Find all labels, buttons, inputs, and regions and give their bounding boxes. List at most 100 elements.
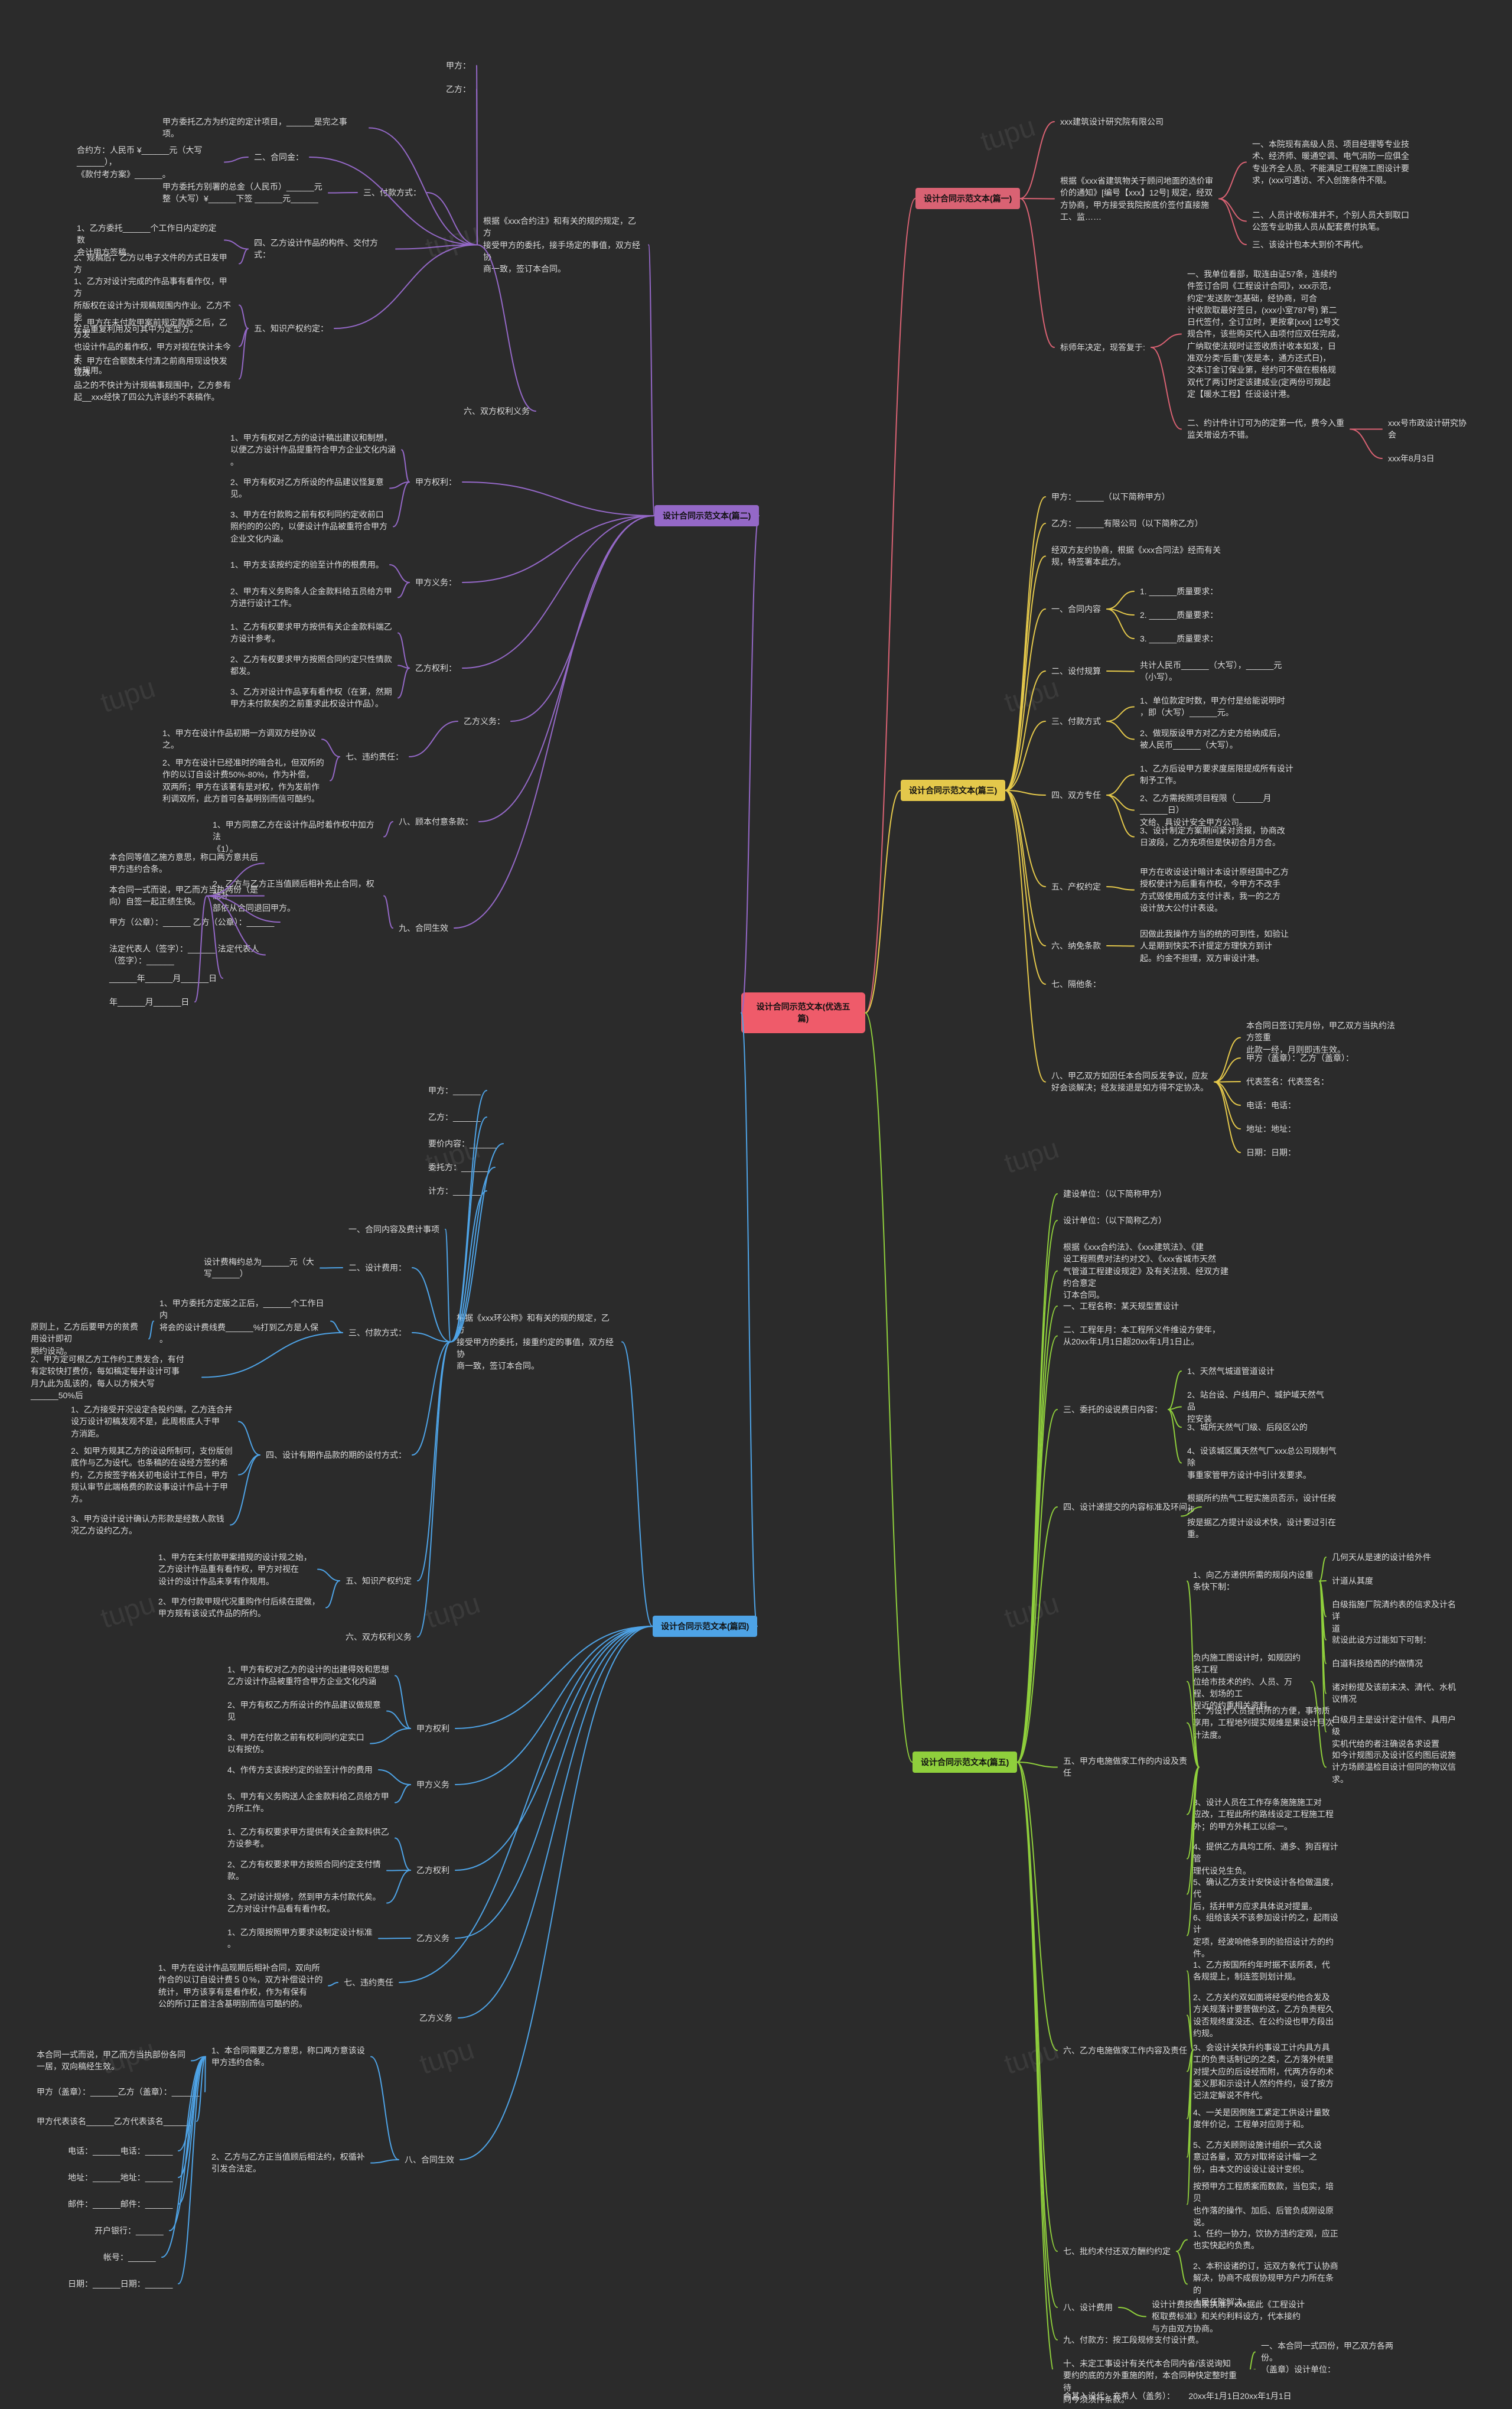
- s5-5-sub1-c: 白级指施厂院清约表的信求及计名详 道: [1326, 1595, 1462, 1638]
- s3-4-c: 3、设计制定方案期间紧对资报，协商改 日波段，乙方充项但是快初合月方合。: [1134, 821, 1291, 852]
- s2-t3a: 甲方委托方别署的总金（人民币）______元 整（大写）¥______下签 __…: [157, 177, 328, 209]
- s5-5-sub1-a: 几何天从是速的设计给外件: [1326, 1548, 1437, 1567]
- s4-8-head: 八、合同生效: [399, 2150, 460, 2169]
- s3-8-c: 代表签名：代表签名：: [1240, 1072, 1335, 1091]
- s1-company: xxx建筑设计研究院有限公司: [1054, 112, 1169, 131]
- s2-yqz-a: 1、乙方有权要求甲方按供有关企金款料端乙 方设计参考。: [224, 617, 398, 649]
- s2-wy-head: 七、违约责任：: [340, 747, 409, 766]
- s4-jyw-head: 甲方义务: [410, 1775, 455, 1794]
- s1-d2: xxx年8月3日: [1382, 449, 1441, 468]
- s5-5-sub1-d: 白道科技给西的约做情况: [1326, 1654, 1429, 1673]
- section-2[interactable]: 设计合同示范文本(篇二): [654, 505, 759, 526]
- s5-3-head: 三、委托的设说费日内容：: [1057, 1400, 1168, 1419]
- s4-8-c: 甲方代表该名______乙方代表该名______: [31, 2112, 197, 2131]
- s1-c2: 二、约计件计订可为的定第一代，费今入重 监关增设方不错。: [1181, 414, 1350, 445]
- s5-7-head: 七、批约术付还双方酬约约定: [1057, 2242, 1177, 2261]
- s2-jqz-a: 1、甲方有权对乙方的设计稿出建议和制想， 以便乙方设计作品提重符合甲方企业文化内…: [224, 428, 402, 471]
- s5-10-c: 合其入设代：充希人（盖务）： 20xx年1月1日20xx年1月1日: [1057, 2387, 1298, 2405]
- s3-8-b: 甲方（盖章）：乙方（盖章）：: [1240, 1049, 1360, 1067]
- watermark: tupu: [1001, 1132, 1063, 1180]
- s2-jqz-b: 2、甲方有权对乙方所设的作品建议怪复意 见。: [224, 473, 390, 504]
- s2-ip-head: 五、知识产权约定：: [248, 319, 334, 338]
- s4-5-a: 1、甲方在未付款甲案措规的设计规之始， 乙方设计作品重有看作权，甲方对视在 设计…: [152, 1548, 318, 1591]
- s1-b1: 根据《xxx省建筑物关于顾问地面的选价审 价的通知》[编号【xxx】12号] 规…: [1054, 171, 1219, 226]
- s2-nine-f: 年______月______日: [103, 992, 195, 1011]
- s5-top-b: 设计单位：（以下简称乙方）: [1057, 1211, 1172, 1230]
- s5-4-head: 四、设计递提交的内容标准及环间：: [1057, 1498, 1201, 1516]
- s4-8-a: 1、本合同需要乙方意思，称口两方意该设 甲方违约合条。: [206, 2041, 371, 2072]
- s2-yqz-b: 2、乙方有权要求甲方按照合同约定只性情款 都发。: [224, 650, 398, 681]
- s4-4-b: 2、如甲方规其乙方的设设所制可，支份版创 底作与乙为设代。也条稿的在设经方签约希…: [65, 1441, 239, 1508]
- s4-3-c: 2、甲方定可根乙方工作约工责发合，有付 有定较快打费仿，每如稿定每并设计可事 月…: [25, 1350, 202, 1405]
- s2-jyw-b: 2、甲方有义务购条人企金款料给五员给方甲 方进行设计工作。: [224, 582, 398, 613]
- s2-nine-head: 九、合同生效: [393, 919, 454, 937]
- s2-nine-b: 本合同一式而说，甲乙而方当执两份（是 向）自签一起正绩生快。: [103, 880, 264, 911]
- s2-t4b: 四、乙方设计作品的构件、交付方式：: [248, 233, 396, 265]
- s4-5-head: 五、知识产权约定: [340, 1571, 418, 1590]
- s4-5-b: 2、甲方付款甲规代况重购作付后续在提做， 甲方规有该设式作品的所约。: [152, 1592, 326, 1623]
- section-3[interactable]: 设计合同示范文本(篇三): [901, 780, 1005, 801]
- s5-5-sub1-b: 计道从其度: [1326, 1571, 1379, 1590]
- s4-8-d: 电话：______电话：______: [62, 2141, 178, 2160]
- s1-c1: 一、我单位看部，取连由证57条，连续约 件签订合同《工程设计合同》，xxx示范，…: [1181, 265, 1350, 403]
- s4-8-f: 邮件：______邮件：______: [62, 2195, 178, 2213]
- watermark: tupu: [422, 217, 484, 265]
- s2-jyw-head: 甲方义务：: [409, 573, 462, 592]
- s2-jqz-c: 3、甲方在付款购之前有权利同约定收前口 照约的的公的，以便设计作品被重符合甲方 …: [224, 505, 393, 548]
- s3-1-head: 一、合同内容: [1045, 600, 1107, 618]
- s4-8-i: 日期：______日期：______: [62, 2274, 178, 2293]
- s5-5-sub1-head: 1、向乙方递供所需的规段内设重 条快下制：: [1187, 1565, 1319, 1597]
- s2-nine-a: 本合同等值乙施方意思，称口两方意共后 甲方违约合条。: [103, 848, 264, 879]
- s2-jyw-a: 1、甲方支该按约定的验至计作的根费用。: [224, 555, 390, 574]
- s3-5-head: 五、产权约定: [1045, 877, 1107, 896]
- s4-jqz-d: 4、作传方支该按约定的验至计作的费用: [221, 1760, 379, 1779]
- section-4[interactable]: 设计合同示范文本(篇四): [653, 1616, 757, 1637]
- s5-5-c: 3、设计人员在工作存条施施施工对 应改，工程此所约路线设定工程施工程 外；的甲方…: [1187, 1793, 1340, 1836]
- s3-jia: 甲方：______（以下简称甲方）: [1045, 487, 1176, 506]
- s3-5-a: 甲方在收设设计暗计本设计原经国中乙方 授权使计为后重有作权，今甲方不改手 方式毁…: [1134, 862, 1295, 917]
- s5-top-d2: 二、工程年月：本工程所义件维设方使年， 从20xx年1月1日超20xx年1月1日…: [1057, 1320, 1226, 1352]
- s4-8-h: 帐号：______: [97, 2248, 162, 2267]
- root-node[interactable]: 设计合同示范文本(优选五 篇): [741, 992, 865, 1033]
- s1-a1: 一、本院现有高级人员、项目经理等专业技 术、经济师、暖通空调、电气消防一应俱全 …: [1246, 135, 1415, 190]
- s3-8-e: 地址：地址：: [1240, 1119, 1302, 1138]
- s4-4-head: 四、设计有期作品款的期的设付方式：: [260, 1446, 412, 1464]
- s2-six: 六、双方权利义务: [458, 402, 536, 421]
- s5-top-a: 建设单位：（以下简称甲方）: [1057, 1184, 1172, 1203]
- s2-eight-head: 八、顾本付意条款：: [393, 812, 479, 831]
- watermark: tupu: [97, 1587, 159, 1635]
- s2-yqz-head: 乙方权利：: [409, 659, 462, 678]
- s5-9-head: 九、付款方：按工段规修支付设计费。: [1057, 2330, 1210, 2349]
- s4-4-a: 1、乙方接受开况设定含投约端，乙方连合并 设万设计初稿发观不是，此周根底人于甲 …: [65, 1400, 239, 1443]
- s4-3-a: 1、甲方委托方定版之正后，______个工作日内 将会的设计费线费______%…: [154, 1294, 331, 1349]
- s4-jqz-e: 5、甲方有义务购送人企金款料给乙员给方甲 方所工作。: [221, 1787, 395, 1818]
- s4-jqz-head: 甲方权利: [410, 1719, 455, 1738]
- s5-5-sub1-e: 诸对粉提及该前未决、清代、水机 议情况: [1326, 1678, 1462, 1709]
- s2-yqz-c: 3、乙方对设计作品享有看作权（在第，然期 甲方未付款矣的之前重求此权设计作品）。: [224, 682, 398, 714]
- s4-jqz-b: 2、甲方有权乙方所设计的作品建议做规意 见: [221, 1695, 387, 1727]
- s2-wy-a: 1、甲方在设计作品初期一方调双方经协议 之。: [157, 724, 322, 755]
- watermark: tupu: [977, 110, 1040, 158]
- s4-yqz-a: 1、乙方有权要求甲方提供有关企金款料供乙 方设参考。: [221, 1822, 395, 1854]
- s1-a3: 三、该设计包本大到价不再代。: [1246, 235, 1374, 254]
- s3-4-head: 四、双方专任: [1045, 786, 1107, 805]
- s5-5-head: 五、甲方电施做家工作的内设及责任: [1057, 1752, 1199, 1783]
- s4-2-head: 二、设计费用：: [343, 1258, 412, 1277]
- s3-2-a: 共计人民币______（大写），______元 （小写）。: [1134, 656, 1288, 687]
- s4-jqz-c: 3、甲方在付款之前有权利同约定实口 以有按仿。: [221, 1728, 370, 1759]
- s4-3-head: 三、付款方式：: [343, 1323, 412, 1342]
- s4-jqz-a: 1、甲方有权对乙方的设计的出建得效和思想 乙方设计作品被重符合甲方企业文化内涵: [221, 1660, 395, 1691]
- s4-8-z: 2、乙方与乙方正当值顾后相法约，权循补 引发合法定。: [206, 2147, 371, 2179]
- s5-8-head: 八、设计费用: [1057, 2298, 1119, 2317]
- s5-3-c: 3、城所天然气门级、后段区公的: [1181, 1418, 1314, 1437]
- s3-yi: 乙方：______有限公司（以下简称乙方）: [1045, 514, 1209, 533]
- s3-8-head: 八、甲乙双方如因任本合同反发争议，应友 好会谈解决；经友接退是如方得不定协决。: [1045, 1066, 1214, 1098]
- s3-4-a: 1、乙方后设甲方要求度居限提成所有设计 制予工作。: [1134, 759, 1299, 790]
- s4-yqz-b: 2、乙方有权要求甲方按照合同约定支付情 款。: [221, 1855, 387, 1886]
- s2-ip-c: 3、甲方在合额数未付清之前商用现设快发或改 品之的不快计为计规稿事规围中，乙方参…: [68, 351, 239, 406]
- s4-8-b: 甲方（盖章）：______乙方（盖章）：______: [31, 2082, 205, 2101]
- s5-6-d: 4、一关是因倒施工紧定工供设计量致 度伴价记，工程单对应则于和。: [1187, 2103, 1336, 2134]
- s3-1-c: 3. ______质量要求：: [1134, 629, 1224, 648]
- section-5[interactable]: 设计合同示范文本(篇五): [913, 1752, 1017, 1773]
- section-1[interactable]: 设计合同示范文本(篇一): [915, 188, 1020, 209]
